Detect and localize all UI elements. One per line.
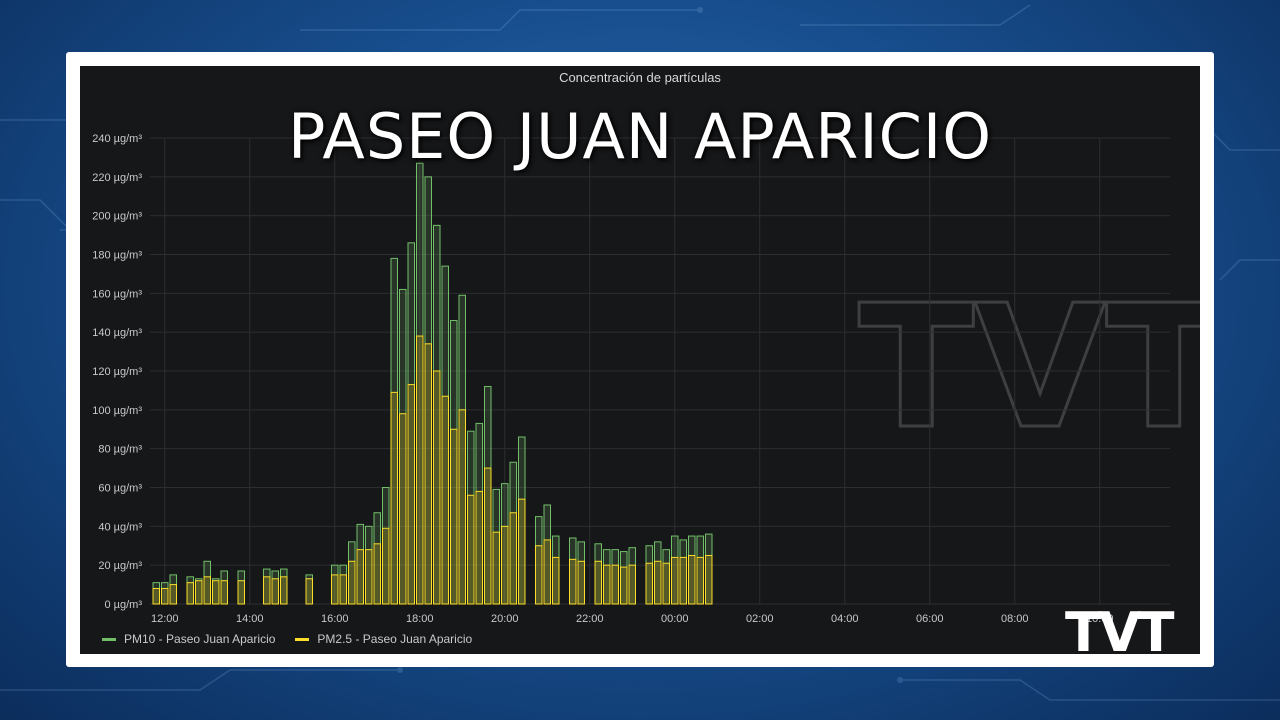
x-tick-label: 14:00	[236, 613, 264, 625]
channel-logo: TVT	[1065, 601, 1174, 664]
x-tick-label: 00:00	[661, 613, 689, 625]
bar-pm25	[271, 578, 279, 605]
legend-swatch-pm25	[295, 637, 310, 641]
y-tick-label: 20 µg/m³	[98, 560, 142, 572]
x-tick-label: 18:00	[406, 613, 434, 625]
bar-pm25	[475, 490, 483, 605]
x-tick-label: 22:00	[576, 613, 604, 625]
bar-pm25	[543, 539, 551, 605]
bar-pm25	[662, 562, 670, 605]
y-tick-label: 220 µg/m³	[92, 172, 142, 184]
chart-title: Concentración de partículas	[559, 70, 721, 85]
watermark-text: TVT	[858, 269, 1200, 467]
bar-pm25	[603, 564, 611, 605]
bar-pm25	[645, 562, 653, 605]
bar-pm25	[186, 582, 194, 605]
bar-pm25	[441, 395, 449, 605]
bar-pm25	[390, 391, 398, 605]
y-tick-label: 80 µg/m³	[98, 444, 142, 456]
legend-item-pm10: PM10 - Paseo Juan Aparicio	[102, 632, 275, 646]
bar-pm25	[365, 549, 373, 605]
y-tick-label: 200 µg/m³	[92, 211, 142, 223]
y-tick-label: 160 µg/m³	[92, 288, 142, 300]
chart-panel: Concentración de partículas TVT 0 µg/m³ 2…	[80, 66, 1200, 654]
y-tick-label: 240 µg/m³	[92, 133, 142, 145]
bar-pm25	[492, 531, 500, 605]
bar-pm25	[433, 370, 441, 605]
tvt-watermark: TVT	[857, 268, 1200, 469]
bar-pm25	[518, 498, 526, 605]
bar-pm25	[212, 580, 220, 605]
bar-pm25	[237, 580, 245, 605]
bar-pm25	[594, 560, 602, 605]
y-tick-label: 60 µg/m³	[98, 483, 142, 495]
bar-pm25	[161, 587, 169, 605]
x-tick-label: 02:00	[746, 613, 774, 625]
bar-chart: TVT 0 µg/m³ 20 µg/m³ 40 µg/m³ 60 µg/m³ 80 µg…	[92, 133, 1200, 625]
y-tick-label: 40 µg/m³	[98, 521, 142, 533]
x-tick-label: 10:00	[1086, 613, 1114, 625]
bar-pm25	[416, 335, 424, 605]
bar-pm25	[484, 467, 492, 605]
y-tick-label: 140 µg/m³	[92, 327, 142, 339]
bar-pm25	[458, 409, 466, 605]
bar-pm25	[450, 428, 458, 605]
bar-pm25	[569, 558, 577, 605]
bar-pm25	[331, 574, 339, 605]
legend-swatch-pm10	[102, 637, 116, 641]
bar-pm25	[501, 525, 509, 605]
y-tick-label: 100 µg/m³	[92, 405, 142, 417]
bar-pm25	[195, 580, 203, 605]
x-tick-label: 20:00	[491, 613, 519, 625]
bar-pm25	[679, 556, 687, 605]
bar-pm25	[654, 560, 662, 605]
bar-pm25	[688, 554, 696, 605]
bar-pm25	[220, 580, 228, 605]
bar-pm25	[399, 413, 407, 605]
bar-pm25	[705, 554, 713, 605]
bar-pm25	[348, 560, 356, 605]
bar-pm25	[203, 576, 211, 605]
bar-pm25	[339, 574, 347, 605]
legend-item-pm25: PM2.5 - Paseo Juan Aparicio	[295, 632, 472, 646]
legend-label-pm25: PM2.5 - Paseo Juan Aparicio	[317, 632, 473, 646]
bar-pm25	[280, 576, 288, 605]
bar-pm25	[407, 384, 415, 605]
bar-pm25	[535, 545, 543, 605]
bar-pm25	[373, 543, 381, 605]
legend-label-pm10: PM10 - Paseo Juan Aparicio	[124, 632, 276, 646]
bar-pm25	[620, 566, 628, 605]
bar-pm25	[611, 564, 619, 605]
bar-pm25	[382, 527, 390, 605]
y-tick-label: 0 µg/m³	[104, 599, 142, 611]
y-tick-label: 120 µg/m³	[92, 366, 142, 378]
x-tick-label: 16:00	[321, 613, 349, 625]
bar-pm25	[671, 556, 679, 605]
bar-pm25	[628, 564, 636, 605]
bar-pm25	[356, 549, 364, 605]
bar-pm25	[424, 343, 432, 605]
x-tick-label: 04:00	[831, 613, 859, 625]
bar-pm25	[263, 576, 271, 605]
bar-pm25	[552, 556, 560, 605]
x-tick-label: 08:00	[1001, 613, 1029, 625]
bar-pm25	[696, 556, 704, 605]
bar-pm25	[577, 560, 585, 605]
chart-legend: PM10 - Paseo Juan Aparicio PM2.5 - Paseo…	[102, 632, 472, 646]
x-tick-label: 06:00	[916, 613, 944, 625]
bar-pm25	[169, 584, 177, 605]
bar-pm25	[152, 587, 160, 605]
bar-pm25	[305, 578, 313, 605]
bar-pm25	[467, 494, 475, 605]
headline-overlay: PASEO JUAN APARICIO	[287, 100, 993, 173]
x-tick-label: 12:00	[151, 613, 179, 625]
bar-pm25	[509, 512, 517, 605]
y-tick-label: 180 µg/m³	[92, 250, 142, 262]
